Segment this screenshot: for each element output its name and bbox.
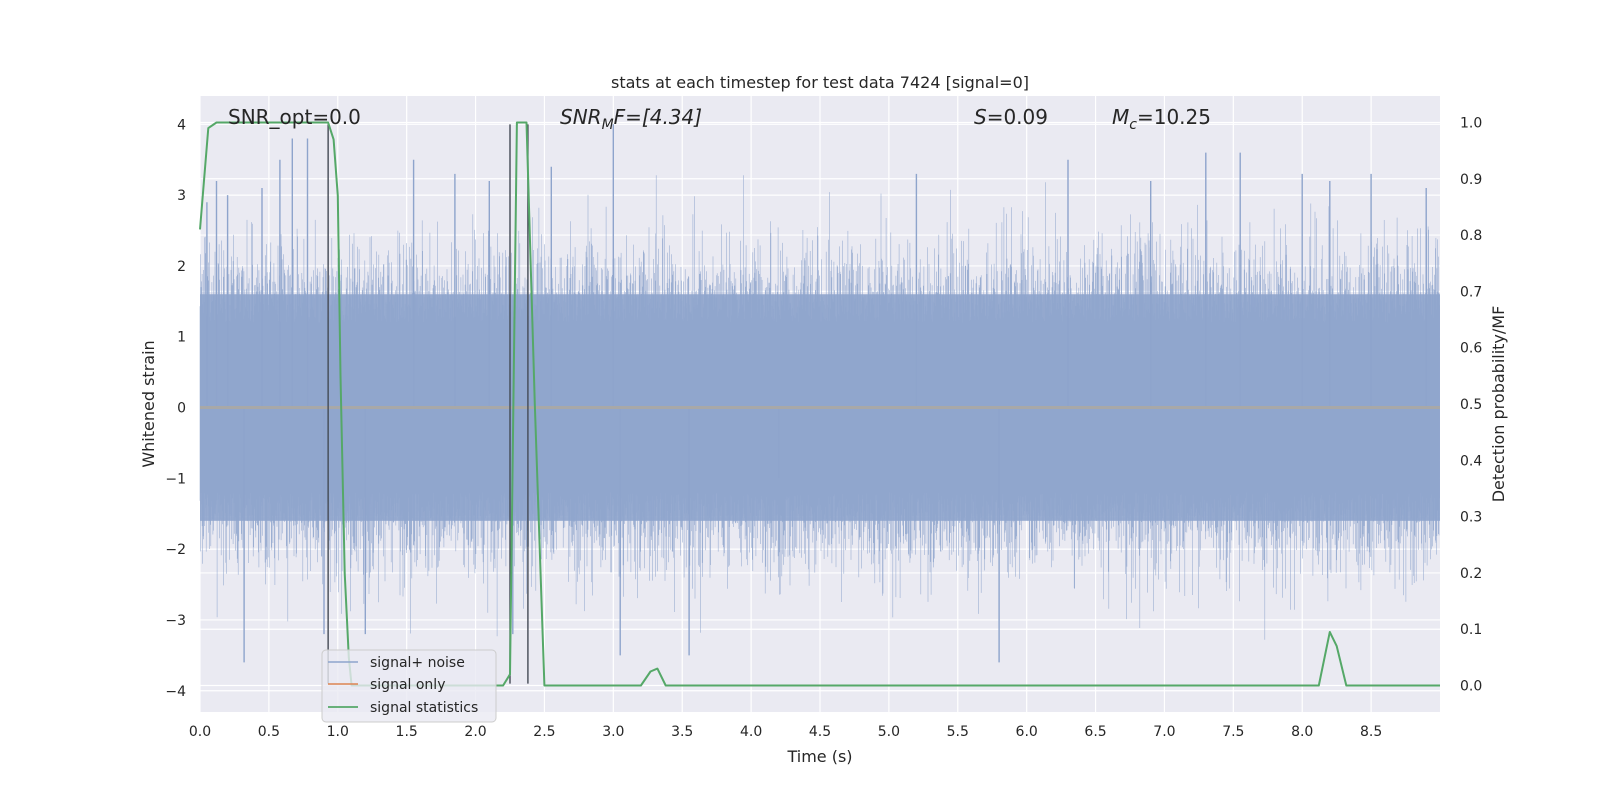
mc-value: =10.25 — [1137, 105, 1211, 129]
annotation-snr-opt: SNR_opt=0.0 — [228, 105, 361, 129]
vertical-markers — [327, 124, 529, 684]
y-right-tick-labels: 0.0 0.1 0.2 0.3 0.4 0.5 0.6 0.7 0.8 0.9 1.0 — [1460, 115, 1482, 694]
y-right-tick-label: 0.8 — [1460, 228, 1482, 244]
x-tick-label: 3.5 — [671, 724, 693, 740]
signal-statistics-series — [199, 121, 1440, 687]
x-tick-label: 8.0 — [1291, 724, 1313, 740]
annotation-mc: Mc=10.25 — [1112, 105, 1211, 133]
x-tick-labels: 0.0 0.5 1.0 1.5 2.0 2.5 3.0 3.5 4.0 4.5 5.0 5.5 6.0 6… — [189, 724, 1382, 740]
x-tick-label: 4.0 — [740, 724, 762, 740]
snr-mf-sub: M — [602, 117, 614, 133]
x-axis-label: Time (s) — [786, 747, 852, 766]
y-left-tick-label: 3 — [177, 188, 186, 204]
x-tick-label: 0.0 — [189, 724, 211, 740]
x-tick-label: 7.5 — [1222, 724, 1244, 740]
legend-label-signal-only: signal only — [370, 677, 445, 693]
x-tick-label: 5.5 — [947, 724, 969, 740]
y-right-tick-label: 0.5 — [1460, 397, 1482, 413]
y-axis-left-label: Whitened strain — [139, 340, 158, 467]
x-tick-label: 6.0 — [1016, 724, 1038, 740]
x-tick-label: 1.0 — [327, 724, 349, 740]
y-right-tick-label: 0.4 — [1460, 453, 1482, 469]
y-right-tick-label: 0.0 — [1460, 679, 1482, 695]
s-label: S — [974, 105, 987, 129]
annotation-s: S=0.09 — [974, 105, 1048, 129]
y-left-tick-label: −2 — [165, 542, 186, 558]
x-tick-label: 4.5 — [809, 724, 831, 740]
y-right-tick-label: 0.1 — [1460, 622, 1482, 638]
signal-statistics-line — [199, 121, 1440, 687]
s-value: =0.09 — [987, 105, 1048, 129]
y-left-tick-label: −1 — [165, 471, 186, 487]
legend-box — [321, 649, 497, 723]
y-left-tick-label: 2 — [177, 259, 186, 275]
x-tick-label: 0.5 — [258, 724, 280, 740]
y-axis-right-label: Detection probability/MF — [1489, 306, 1508, 503]
legend-label-signal-statistics: signal statistics — [370, 700, 478, 716]
mc-label: M — [1112, 105, 1129, 129]
legend: signal+ noise signal only signal statist… — [321, 649, 497, 723]
mc-sub: c — [1129, 117, 1137, 133]
x-tick-label: 6.5 — [1084, 724, 1106, 740]
y-left-tick-label: 4 — [177, 117, 186, 133]
x-tick-label: 5.0 — [878, 724, 900, 740]
y-left-tick-label: 0 — [177, 401, 186, 417]
x-tick-label: 3.0 — [602, 724, 624, 740]
y-left-tick-label: −3 — [165, 613, 186, 629]
snr-mf-label: SNR — [560, 105, 602, 129]
y-right-tick-label: 0.6 — [1460, 341, 1482, 357]
y-left-tick-label: 1 — [177, 330, 186, 346]
x-tick-label: 7.0 — [1153, 724, 1175, 740]
y-right-tick-label: 0.7 — [1460, 284, 1482, 300]
noise-peaks — [206, 124, 1427, 663]
y-right-tick-label: 1.0 — [1460, 115, 1482, 131]
snr-mf-rest-f: F=[4.34] — [614, 105, 702, 129]
x-tick-label: 1.5 — [396, 724, 418, 740]
y-right-tick-label: 0.2 — [1460, 566, 1482, 582]
annotation-snr-mf: SNRMF=[4.34] — [560, 105, 702, 133]
y-left-tick-label: −4 — [165, 684, 186, 700]
chart-title: stats at each timestep for test data 742… — [611, 73, 1029, 92]
x-tick-label: 2.5 — [533, 724, 555, 740]
x-tick-label: 2.0 — [464, 724, 486, 740]
y-right-tick-label: 0.3 — [1460, 510, 1482, 526]
x-tick-label: 8.5 — [1360, 724, 1382, 740]
y-right-tick-label: 0.9 — [1460, 172, 1482, 188]
legend-label-signal-noise: signal+ noise — [370, 655, 465, 671]
y-left-tick-labels: −4 −3 −2 −1 0 1 2 3 4 — [165, 117, 186, 699]
